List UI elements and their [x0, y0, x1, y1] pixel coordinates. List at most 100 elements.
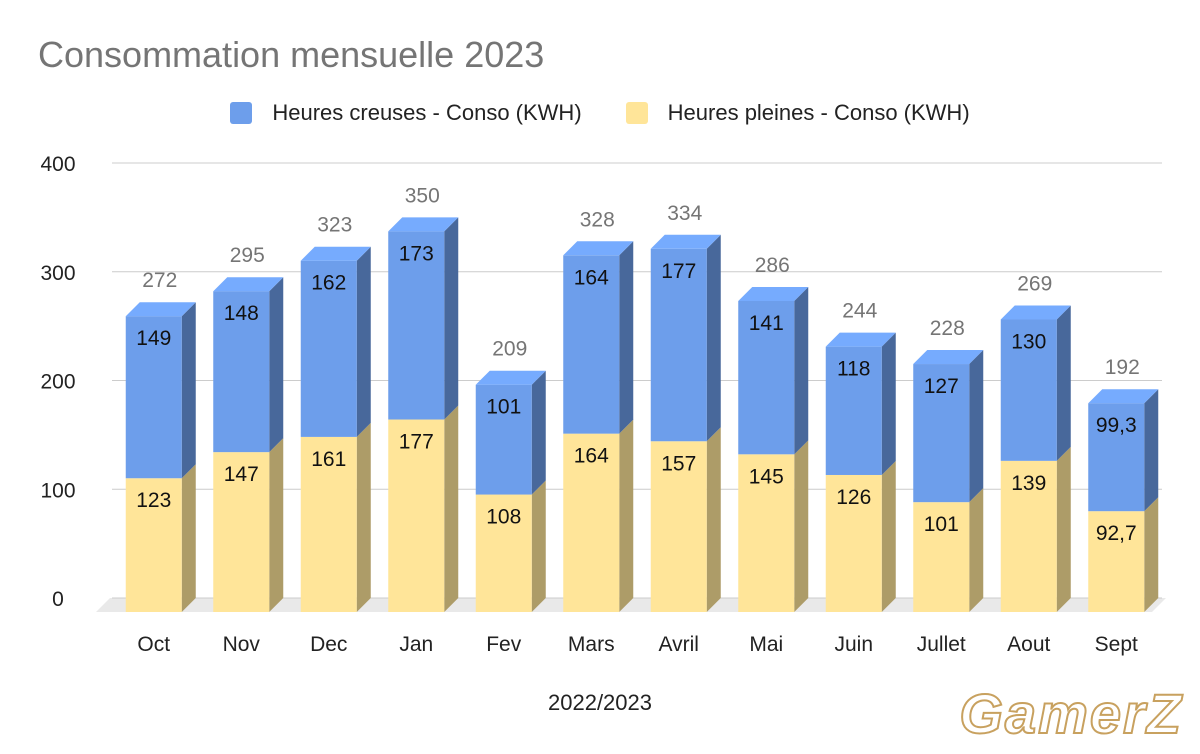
bar-side-heures-pleines: [794, 440, 809, 612]
y-tick-label: 400: [40, 153, 75, 176]
data-label-total: 272: [142, 269, 177, 292]
x-tick-label: Sept: [1095, 633, 1138, 656]
bar-side-heures-creuses: [881, 332, 896, 475]
data-label-heures-pleines: 139: [1011, 472, 1046, 495]
legend-item-heures-pleines[interactable]: Heures pleines - Conso (KWH): [625, 100, 970, 126]
bar-top-heures-creuses: [125, 302, 196, 317]
x-tick-label: Fev: [486, 633, 522, 656]
bar-side-heures-creuses: [706, 234, 721, 442]
bar-heures-creuses: [563, 255, 620, 434]
bar-heures-creuses: [825, 346, 882, 475]
bar-side-heures-pleines: [881, 460, 896, 612]
data-label-total: 269: [1017, 272, 1052, 295]
bar-side-heures-creuses: [969, 350, 984, 503]
data-label-heures-creuses: 101: [486, 396, 521, 419]
x-tick-label: Dec: [310, 633, 347, 656]
bar-side-heures-creuses: [794, 286, 809, 455]
bar-side-heures-creuses: [1056, 305, 1071, 461]
bar-side-heures-creuses: [531, 370, 546, 495]
data-label-total: 209: [492, 338, 527, 361]
data-label-heures-creuses: 127: [924, 375, 959, 398]
bar-top-heures-creuses: [825, 332, 896, 347]
data-label-heures-creuses: 177: [661, 260, 696, 283]
bar-side-heures-creuses: [444, 217, 459, 420]
bar-side-heures-pleines: [1056, 446, 1071, 612]
bar-side-heures-pleines: [1144, 497, 1159, 612]
bar-side-heures-pleines: [444, 405, 459, 612]
data-label-heures-pleines: 126: [836, 486, 871, 509]
x-tick-label: Juin: [834, 633, 873, 656]
bar-heures-creuses: [213, 291, 270, 453]
bar-heures-pleines: [475, 494, 532, 612]
bar-side-heures-pleines: [531, 480, 546, 612]
bar-heures-creuses: [738, 300, 795, 455]
bar-heures-pleines: [125, 478, 182, 612]
bar-side-heures-pleines: [969, 488, 984, 612]
bar-side-heures-creuses: [1144, 389, 1159, 512]
data-label-total: 286: [755, 254, 790, 277]
data-label-heures-creuses: 130: [1011, 330, 1046, 353]
legend-swatch-heures-creuses: [230, 102, 253, 124]
bar-heures-creuses: [388, 231, 445, 420]
bar-side-heures-creuses: [269, 277, 284, 453]
data-label-heures-pleines: 147: [224, 463, 259, 486]
data-label-total: 228: [930, 317, 965, 340]
data-label-heures-creuses: 118: [837, 358, 870, 381]
bar-top-heures-creuses: [738, 286, 809, 301]
data-label-heures-creuses: 162: [311, 272, 346, 295]
y-tick-label: 200: [40, 371, 75, 394]
data-label-heures-creuses: 164: [574, 266, 609, 289]
x-tick-label: Nov: [223, 633, 261, 656]
bar-side-heures-creuses: [356, 246, 371, 437]
bar-heures-pleines: [913, 502, 970, 612]
bar-heures-pleines: [1088, 511, 1145, 612]
bar-top-heures-creuses: [475, 370, 546, 385]
bar-heures-creuses: [475, 384, 532, 495]
data-label-heures-pleines: 108: [486, 506, 521, 529]
legend-swatch-heures-pleines: [625, 102, 648, 124]
x-tick-label: Jan: [399, 633, 433, 656]
x-tick-label: Oct: [137, 633, 170, 656]
y-tick-label: 300: [40, 262, 75, 285]
bar-heures-pleines: [738, 454, 795, 612]
bar-heures-pleines: [1000, 460, 1057, 612]
bar-side-heures-pleines: [619, 419, 634, 612]
data-label-total: 192: [1105, 356, 1140, 379]
bar-side-heures-pleines: [269, 438, 284, 612]
legend-item-heures-creuses[interactable]: Heures creuses - Conso (KWH): [230, 100, 582, 126]
bar-heures-creuses: [1000, 319, 1057, 461]
data-label-heures-pleines: 92,7: [1096, 522, 1137, 545]
data-label-total: 328: [580, 208, 615, 231]
bar-heures-pleines: [388, 419, 445, 612]
bar-heures-creuses: [300, 260, 357, 437]
data-label-total: 323: [317, 214, 352, 237]
legend-label-heures-pleines: Heures pleines - Conso (KWH): [667, 100, 970, 125]
data-label-total: 350: [405, 184, 440, 207]
x-tick-label: Mars: [568, 633, 615, 656]
data-label-total: 295: [230, 244, 265, 267]
data-label-heures-pleines: 101: [924, 513, 959, 536]
bar-heures-pleines: [825, 474, 882, 612]
data-label-heures-pleines: 123: [136, 489, 171, 512]
data-label-heures-creuses: 148: [224, 302, 259, 325]
x-tick-label: Jullet: [917, 633, 966, 656]
data-label-heures-pleines: 157: [661, 452, 696, 475]
y-tick-label: 0: [52, 588, 64, 611]
bar-heures-pleines: [563, 433, 620, 612]
x-axis-title: 2022/2023: [548, 690, 652, 715]
data-label-heures-creuses: 141: [749, 312, 784, 335]
bar-side-heures-creuses: [619, 241, 634, 434]
data-label-total: 244: [842, 300, 877, 323]
data-label-heures-creuses: 149: [136, 327, 171, 350]
bar-top-heures-creuses: [1000, 305, 1071, 320]
bar-top-heures-creuses: [913, 350, 984, 365]
bar-top-heures-creuses: [213, 277, 284, 292]
data-label-heures-pleines: 177: [399, 431, 434, 454]
bar-top-heures-creuses: [388, 217, 459, 232]
x-tick-label: Avril: [659, 633, 699, 656]
bar-heures-creuses: [125, 316, 182, 479]
bar-heures-creuses: [650, 248, 707, 442]
bar-top-heures-creuses: [1088, 389, 1159, 404]
